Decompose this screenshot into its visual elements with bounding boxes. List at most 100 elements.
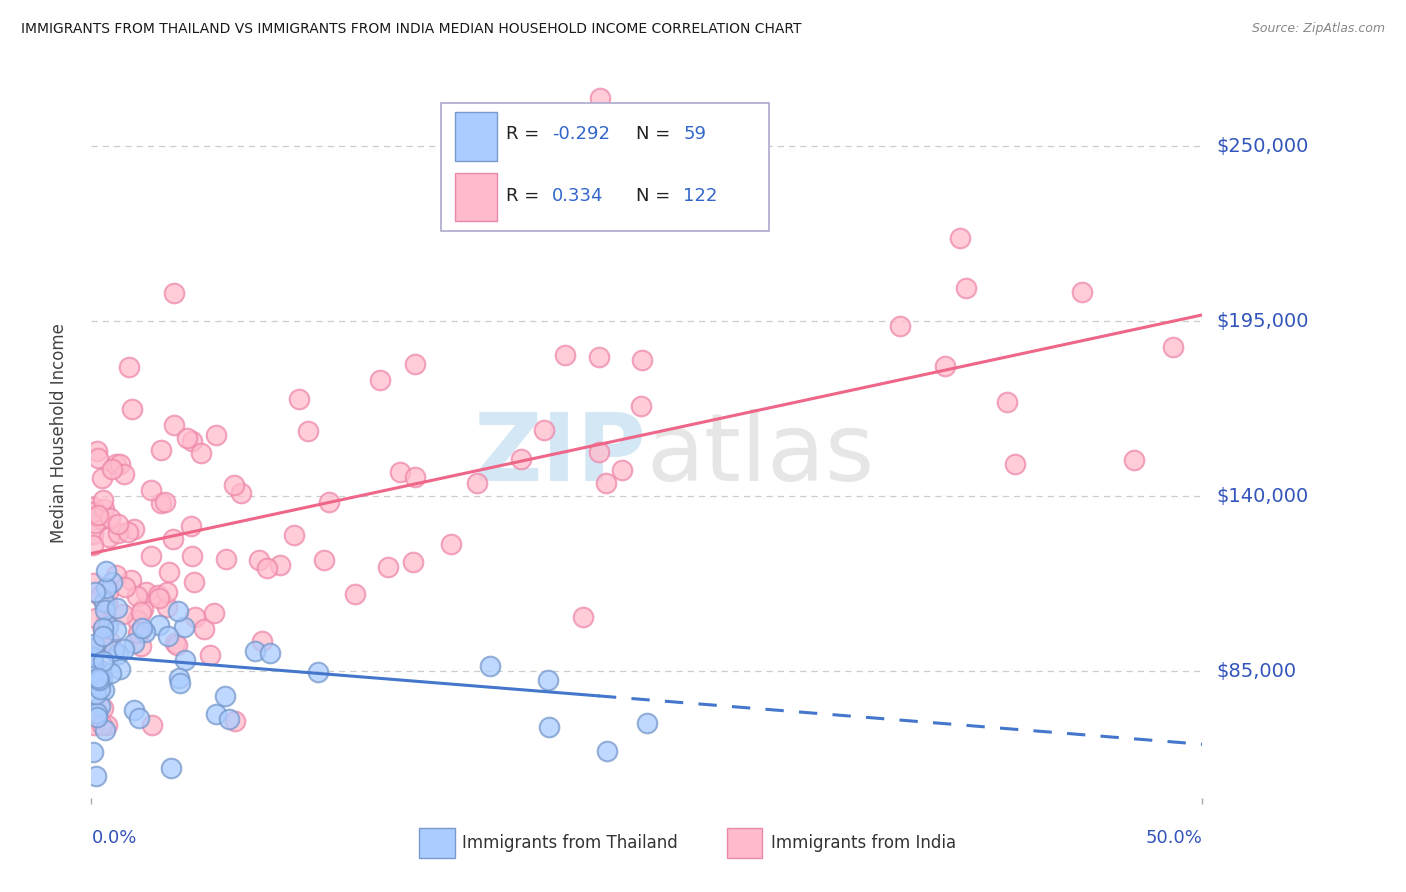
Point bbox=[84, 687, 107, 701]
Point bbox=[91, 622, 114, 636]
Point bbox=[121, 402, 143, 417]
Point bbox=[101, 462, 124, 476]
Point bbox=[93, 683, 115, 698]
Point bbox=[89, 681, 111, 696]
Point bbox=[91, 672, 114, 686]
Point bbox=[93, 654, 115, 668]
Point bbox=[84, 611, 107, 625]
Point bbox=[537, 673, 560, 687]
Point bbox=[91, 471, 114, 485]
Point bbox=[166, 604, 188, 618]
Point bbox=[125, 589, 148, 603]
Text: R =: R = bbox=[506, 125, 544, 144]
Point bbox=[193, 622, 215, 636]
Point bbox=[103, 644, 125, 658]
Point bbox=[162, 532, 184, 546]
Point bbox=[122, 636, 145, 650]
Point bbox=[181, 549, 204, 564]
Point bbox=[82, 500, 104, 515]
Point bbox=[224, 714, 246, 728]
Point bbox=[222, 478, 245, 492]
Point bbox=[510, 452, 533, 467]
Point bbox=[94, 723, 117, 738]
Point bbox=[180, 519, 202, 533]
Point bbox=[596, 744, 619, 758]
Point bbox=[83, 672, 105, 686]
Text: ZIP: ZIP bbox=[474, 409, 647, 500]
Point bbox=[83, 642, 105, 657]
Point bbox=[190, 446, 212, 460]
Point bbox=[89, 699, 111, 714]
Point bbox=[388, 465, 411, 479]
Point bbox=[128, 711, 150, 725]
Point bbox=[114, 580, 136, 594]
Point bbox=[537, 719, 560, 733]
Point bbox=[91, 700, 114, 714]
Point bbox=[588, 350, 610, 364]
Point bbox=[200, 648, 222, 662]
Point bbox=[139, 483, 162, 497]
Point bbox=[307, 665, 329, 679]
Point bbox=[202, 606, 225, 620]
Point bbox=[110, 662, 132, 676]
Point bbox=[636, 715, 658, 730]
Point bbox=[118, 360, 141, 375]
Point bbox=[83, 718, 105, 732]
Point bbox=[100, 666, 122, 681]
Point bbox=[215, 552, 238, 566]
Point bbox=[86, 508, 108, 523]
FancyBboxPatch shape bbox=[454, 172, 496, 221]
Text: Immigrants from Thailand: Immigrants from Thailand bbox=[463, 834, 678, 852]
Point bbox=[250, 634, 273, 648]
Point bbox=[165, 636, 187, 650]
Point bbox=[259, 646, 281, 660]
Point bbox=[554, 348, 576, 362]
Point bbox=[127, 626, 149, 640]
Point bbox=[139, 549, 162, 564]
Point bbox=[122, 522, 145, 536]
Text: 59: 59 bbox=[683, 125, 706, 144]
Point bbox=[163, 285, 186, 300]
Point bbox=[86, 706, 108, 721]
Point bbox=[135, 585, 157, 599]
Point bbox=[84, 768, 107, 782]
Point bbox=[256, 561, 278, 575]
Point bbox=[96, 718, 118, 732]
FancyBboxPatch shape bbox=[441, 103, 769, 231]
Point bbox=[107, 600, 129, 615]
Point bbox=[91, 493, 114, 508]
Point bbox=[149, 496, 172, 510]
Point bbox=[86, 666, 108, 681]
Point bbox=[465, 475, 488, 490]
Point bbox=[169, 676, 191, 690]
Point bbox=[82, 650, 104, 665]
FancyBboxPatch shape bbox=[419, 828, 454, 858]
Text: 50.0%: 50.0% bbox=[1146, 829, 1202, 847]
Point bbox=[479, 658, 502, 673]
Point bbox=[631, 352, 654, 367]
Point bbox=[169, 671, 191, 685]
Point bbox=[90, 665, 112, 679]
Point bbox=[128, 624, 150, 639]
Point bbox=[82, 653, 104, 667]
Point bbox=[174, 653, 197, 667]
Point bbox=[84, 584, 107, 599]
Point bbox=[91, 718, 114, 732]
Point bbox=[100, 575, 122, 590]
Point bbox=[107, 647, 129, 661]
Point bbox=[107, 526, 129, 541]
Point bbox=[105, 624, 128, 638]
Text: IMMIGRANTS FROM THAILAND VS IMMIGRANTS FROM INDIA MEDIAN HOUSEHOLD INCOME CORREL: IMMIGRANTS FROM THAILAND VS IMMIGRANTS F… bbox=[21, 22, 801, 37]
Point bbox=[148, 588, 170, 602]
Point bbox=[589, 91, 612, 105]
Point bbox=[93, 603, 115, 617]
Point bbox=[83, 660, 105, 674]
Point bbox=[595, 475, 617, 490]
Point bbox=[82, 538, 104, 552]
Point bbox=[440, 537, 463, 551]
Point bbox=[89, 589, 111, 603]
Point bbox=[93, 502, 115, 516]
Point bbox=[91, 629, 114, 643]
Point bbox=[108, 457, 131, 471]
Point bbox=[404, 469, 426, 483]
